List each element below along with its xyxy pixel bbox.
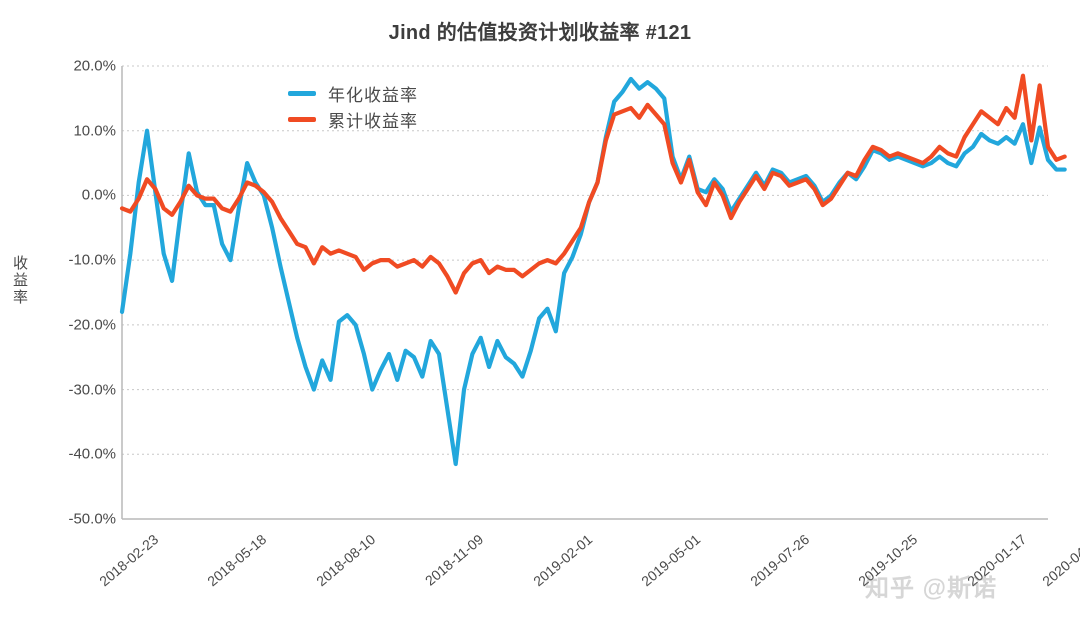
y-tick-label: 0.0% xyxy=(81,186,116,204)
x-tick-label: 2020-01-17 xyxy=(963,531,1029,590)
chart-title: Jind 的估值投资计划收益率 #121 xyxy=(388,22,692,44)
y-tick-label: 20.0% xyxy=(73,57,116,75)
chart-legend: 年化收益率 累计收益率 xyxy=(288,80,418,132)
legend-label-cumulative: 累计收益率 xyxy=(328,111,418,131)
legend-label-annualized: 年化收益率 xyxy=(328,85,418,105)
y-tick-label: -10.0% xyxy=(68,251,116,269)
legend-swatch-cumulative xyxy=(288,116,316,122)
x-tick-label: 2018-05-18 xyxy=(204,531,270,590)
x-tick-label: 2019-07-26 xyxy=(746,531,813,590)
y-tick-label: -40.0% xyxy=(68,445,116,463)
y-axis-tick-labels: 20.0% 10.0% 0.0% -10.0% -20.0% -30.0% -40.0% -5… xyxy=(20,0,116,635)
series-line-cumulative xyxy=(119,73,1067,295)
x-tick-label: 2018-08-10 xyxy=(313,531,379,590)
y-axis-title: 收益率 xyxy=(11,255,28,306)
x-tick-label: 2018-02-23 xyxy=(96,531,162,590)
legend-item-annualized: 年化收益率 xyxy=(288,80,418,106)
x-tick-label: 2019-05-01 xyxy=(638,531,704,590)
y-tick-label: -20.0% xyxy=(68,316,116,334)
legend-swatch-annualized xyxy=(288,90,316,96)
x-tick-label: 2018-11-09 xyxy=(422,531,487,589)
x-tick-label: 2019-10-25 xyxy=(855,531,921,590)
series-lines xyxy=(119,73,1067,467)
legend-item-cumulative: 累计收益率 xyxy=(288,106,418,132)
y-tick-label: -30.0% xyxy=(68,381,116,399)
y-tick-label: -50.0% xyxy=(68,510,116,528)
y-tick-label: 10.0% xyxy=(73,122,116,140)
x-tick-label: 2019-02-01 xyxy=(529,531,596,590)
